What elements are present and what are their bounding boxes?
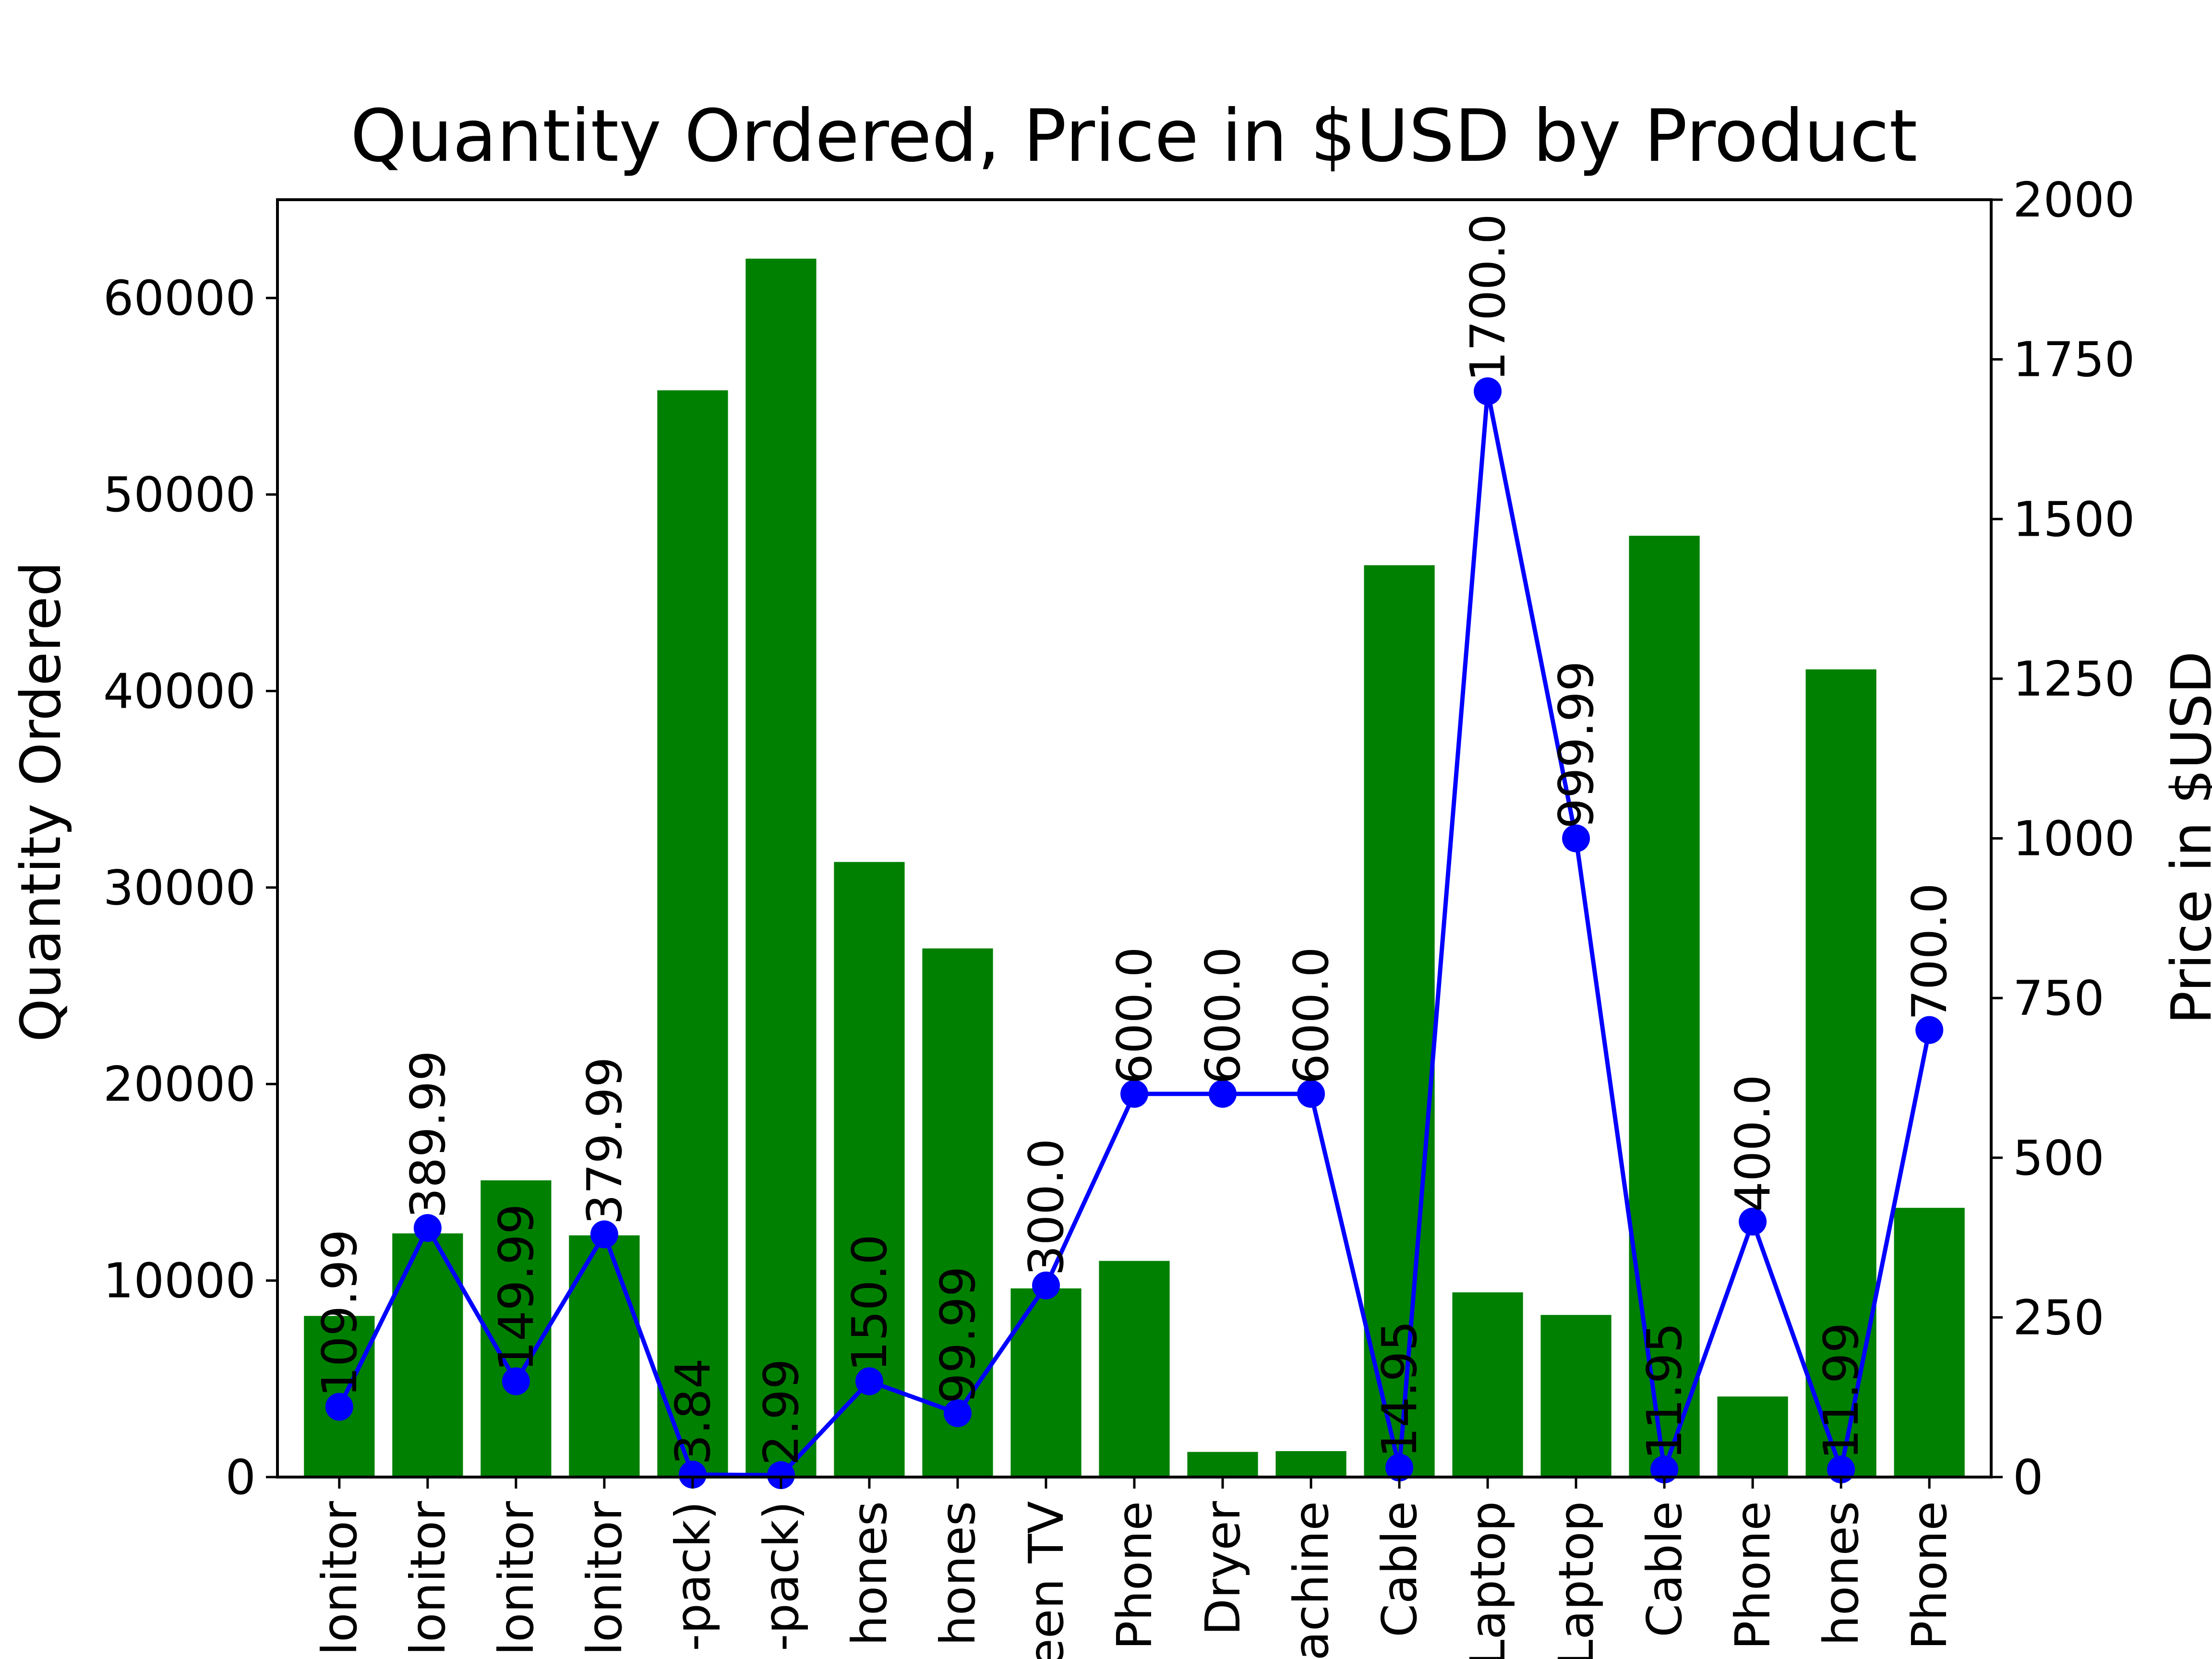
price-data-label: 11.95 bbox=[1636, 1322, 1693, 1460]
price-point-13 bbox=[1474, 377, 1502, 406]
price-point-8 bbox=[1032, 1271, 1060, 1299]
price-data-label: 14.95 bbox=[1371, 1321, 1428, 1458]
chart-title: Quantity Ordered, Price in $USD by Produ… bbox=[350, 95, 1918, 178]
price-point-7 bbox=[943, 1399, 972, 1427]
y2-tick-label: 1250 bbox=[2013, 651, 2135, 707]
y-axis-ticks: 0 10000 20000 30000 40000 50000 60000 bbox=[103, 270, 277, 1505]
x-tick-label: hones bbox=[930, 1501, 986, 1646]
price-data-label: 400.0 bbox=[1725, 1075, 1781, 1212]
bar-8 bbox=[1010, 1288, 1082, 1477]
bar-14 bbox=[1540, 1315, 1611, 1477]
y2-tick-label: 1750 bbox=[2013, 332, 2135, 388]
price-data-label: 150.0 bbox=[842, 1234, 898, 1371]
price-data-label: 999.99 bbox=[1548, 661, 1604, 829]
price-point-0 bbox=[325, 1393, 353, 1421]
price-data-label: 109.99 bbox=[312, 1229, 368, 1397]
price-point-4 bbox=[678, 1460, 707, 1489]
x-tick-label: Cable bbox=[1371, 1501, 1428, 1637]
y-tick-label: 40000 bbox=[103, 663, 256, 719]
price-line-series: 109.99 389.99 149.99 379.99 3.84 2.99 150.0 99.… bbox=[312, 214, 1958, 1490]
price-point-16 bbox=[1739, 1207, 1767, 1236]
price-data-label: 379.99 bbox=[577, 1057, 633, 1225]
x-tick-label: Phone bbox=[1901, 1501, 1958, 1650]
bar-5 bbox=[745, 258, 817, 1477]
bar-2 bbox=[481, 1180, 552, 1477]
x-tick-label: Phone bbox=[1725, 1501, 1781, 1650]
price-point-10 bbox=[1209, 1080, 1237, 1108]
price-data-label: 300.0 bbox=[1018, 1139, 1074, 1276]
x-tick-label: Laptop bbox=[1460, 1501, 1516, 1659]
y2-tick-label: 750 bbox=[2013, 970, 2104, 1026]
price-point-18 bbox=[1915, 1016, 1944, 1044]
x-tick-label: lonitor bbox=[400, 1501, 456, 1656]
y-axis-label: Quantity Ordered bbox=[9, 561, 73, 1042]
x-axis-ticks: lonitor lonitor lonitor lonitor -pack) -pack)… bbox=[312, 1477, 1958, 1659]
price-point-5 bbox=[767, 1461, 795, 1490]
x-tick-label: -pack) bbox=[665, 1501, 721, 1651]
y2-axis-ticks: 0 250 500 750 1000 1250 1500 1750 2000 bbox=[1991, 172, 2135, 1505]
price-data-label: 11.99 bbox=[1813, 1322, 1869, 1460]
y2-tick-label: 1500 bbox=[2013, 491, 2135, 547]
y-tick-label: 50000 bbox=[103, 467, 256, 523]
x-tick-label: lonitor bbox=[577, 1501, 633, 1656]
price-point-9 bbox=[1120, 1080, 1148, 1108]
price-point-6 bbox=[855, 1367, 883, 1395]
price-point-12 bbox=[1385, 1454, 1414, 1482]
y-tick-label: 10000 bbox=[103, 1253, 256, 1309]
x-tick-label: lonitor bbox=[312, 1501, 368, 1656]
price-point-11 bbox=[1297, 1080, 1325, 1108]
x-tick-label: lonitor bbox=[488, 1501, 544, 1656]
y-tick-label: 0 bbox=[225, 1449, 256, 1505]
x-tick-label: hones bbox=[1813, 1501, 1869, 1646]
x-tick-label: Cable bbox=[1636, 1501, 1693, 1637]
price-data-label: 600.0 bbox=[1195, 947, 1251, 1084]
x-tick-label: achine bbox=[1283, 1501, 1339, 1659]
y2-tick-label: 500 bbox=[2013, 1130, 2104, 1186]
x-tick-label: Dryer bbox=[1195, 1501, 1251, 1635]
price-data-label: 1700.0 bbox=[1460, 214, 1516, 382]
bar-11 bbox=[1275, 1451, 1346, 1477]
price-point-2 bbox=[502, 1367, 530, 1395]
x-tick-label: -pack) bbox=[753, 1501, 809, 1651]
y2-tick-label: 2000 bbox=[2013, 172, 2135, 228]
y-tick-label: 20000 bbox=[103, 1056, 256, 1112]
bar-series bbox=[304, 258, 1965, 1478]
bar-18 bbox=[1894, 1208, 1965, 1477]
price-data-label: 2.99 bbox=[753, 1358, 809, 1466]
bar-12 bbox=[1364, 565, 1435, 1477]
y2-axis-label: Price in $USD bbox=[2160, 651, 2212, 1024]
bar-7 bbox=[922, 948, 993, 1477]
bar-10 bbox=[1187, 1452, 1258, 1477]
bar-15 bbox=[1629, 536, 1700, 1477]
y2-tick-label: 1000 bbox=[2013, 811, 2135, 867]
price-data-label: 3.84 bbox=[665, 1358, 721, 1465]
x-tick-label: een TV bbox=[1018, 1501, 1074, 1659]
bar-16 bbox=[1717, 1396, 1788, 1477]
price-point-1 bbox=[413, 1214, 442, 1242]
bar-4 bbox=[657, 390, 728, 1478]
price-data-label: 149.99 bbox=[488, 1204, 544, 1372]
x-tick-label: hones bbox=[842, 1501, 898, 1646]
price-point-14 bbox=[1562, 824, 1590, 853]
price-data-label: 600.0 bbox=[1106, 947, 1163, 1084]
y2-tick-label: 250 bbox=[2013, 1289, 2104, 1346]
y-tick-label: 60000 bbox=[103, 270, 256, 326]
x-tick-label: Laptop bbox=[1548, 1501, 1604, 1659]
y2-tick-label: 0 bbox=[2013, 1449, 2044, 1505]
y-tick-label: 30000 bbox=[103, 860, 256, 916]
price-data-label: 99.99 bbox=[930, 1266, 986, 1404]
x-tick-label: Phone bbox=[1106, 1501, 1163, 1650]
price-data-label: 600.0 bbox=[1283, 947, 1339, 1084]
price-data-label: 700.0 bbox=[1901, 883, 1958, 1020]
bar-9 bbox=[1099, 1261, 1170, 1477]
price-point-3 bbox=[590, 1220, 618, 1249]
bar-13 bbox=[1452, 1292, 1523, 1477]
price-data-label: 389.99 bbox=[400, 1050, 456, 1218]
